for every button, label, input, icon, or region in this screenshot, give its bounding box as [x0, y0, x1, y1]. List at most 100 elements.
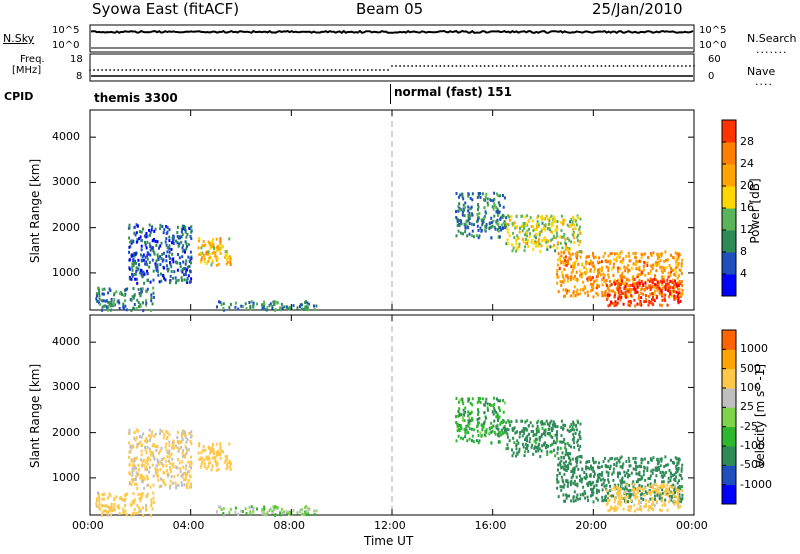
echo-cell [515, 419, 518, 423]
echo-cell [562, 288, 565, 292]
frequency-point [117, 69, 120, 71]
echo-cell [678, 268, 681, 272]
echo-cell [205, 250, 208, 254]
echo-cell [677, 487, 680, 490]
echo-cell [184, 445, 187, 449]
frequency-point [592, 65, 595, 67]
echo-cell [564, 468, 567, 472]
echo-cell [222, 307, 225, 310]
echo-cell [185, 247, 188, 251]
echo-cell [617, 254, 620, 258]
echo-cell [677, 301, 680, 305]
frequency-point [230, 69, 232, 71]
echo-cell [126, 287, 129, 291]
echo-cell [617, 459, 620, 463]
echo-cell [627, 295, 629, 299]
echo-cell [647, 508, 650, 512]
echo-cell [181, 429, 184, 433]
echo-cell [128, 450, 131, 454]
echo-cell [471, 229, 474, 233]
echo-cell [657, 465, 660, 469]
echo-cell [146, 287, 149, 291]
echo-cell [594, 460, 597, 464]
frequency-point [294, 69, 297, 71]
echo-cell [98, 289, 101, 293]
echo-cell [131, 268, 134, 272]
echo-cell [535, 232, 538, 236]
colorbar-swatch [722, 230, 736, 253]
echo-cell [165, 243, 168, 247]
echo-cell [226, 457, 229, 461]
echo-cell [228, 237, 231, 241]
echo-cell [145, 504, 148, 508]
echo-cell [579, 274, 582, 278]
echo-cell [177, 483, 180, 487]
echo-cell [512, 246, 515, 250]
echo-cell [604, 251, 606, 255]
echo-cell [176, 235, 179, 238]
echo-cell [148, 223, 151, 227]
echo-cell [560, 283, 563, 287]
echo-cell [560, 455, 563, 459]
echo-cell [190, 482, 193, 486]
echo-cell [633, 283, 635, 287]
echo-cell [477, 236, 480, 240]
echo-cell [632, 482, 635, 486]
echo-cell [541, 215, 544, 219]
echo-cell [677, 282, 680, 285]
echo-cell [112, 508, 115, 512]
echo-cell [133, 431, 136, 435]
echo-cell [465, 428, 468, 432]
echo-cell [603, 293, 606, 297]
echo-cell [552, 424, 555, 428]
echo-cell [100, 299, 103, 303]
echo-cell [168, 440, 171, 444]
echo-cell [144, 460, 147, 464]
echo-cell [139, 476, 142, 480]
echo-cell [280, 302, 283, 306]
echo-cell [265, 308, 268, 312]
echo-cell [138, 305, 140, 309]
echo-cell [613, 500, 616, 504]
echo-cell [181, 224, 184, 228]
echo-cell [141, 444, 143, 447]
echo-cell [492, 404, 495, 408]
echo-cell [518, 245, 521, 249]
echo-cell [656, 284, 659, 288]
echo-cell [522, 427, 525, 430]
echo-cell [617, 487, 620, 491]
echo-cell [128, 236, 131, 240]
echo-cell [299, 305, 301, 309]
echo-cell [184, 435, 187, 439]
echo-cell [101, 305, 104, 309]
echo-cell [160, 462, 163, 465]
echo-cell [661, 485, 664, 489]
echo-cell [537, 214, 540, 218]
echo-cell [134, 482, 137, 486]
echo-cell [133, 459, 136, 463]
echo-cell [222, 513, 225, 517]
echo-cell [591, 490, 593, 494]
echo-cell [133, 466, 136, 470]
echo-cell [607, 254, 610, 258]
echo-cell [607, 269, 610, 273]
echo-cell [647, 272, 650, 275]
echo-cell [215, 468, 218, 472]
echo-cell [654, 274, 656, 278]
echo-cell [200, 258, 203, 262]
echo-cell [130, 239, 133, 243]
echo-cell [244, 302, 247, 306]
echo-cell [307, 306, 309, 310]
echo-cell [266, 306, 269, 310]
echo-cell [462, 402, 465, 406]
frequency-point [548, 65, 550, 67]
echo-cell [471, 434, 474, 438]
echo-cell [135, 306, 138, 310]
echo-cell [126, 492, 129, 496]
echo-cell [651, 266, 654, 270]
echo-cell [199, 465, 202, 469]
echo-cell [521, 434, 524, 438]
echo-cell [525, 231, 528, 235]
echo-cell [470, 427, 473, 431]
echo-cell [564, 259, 567, 263]
